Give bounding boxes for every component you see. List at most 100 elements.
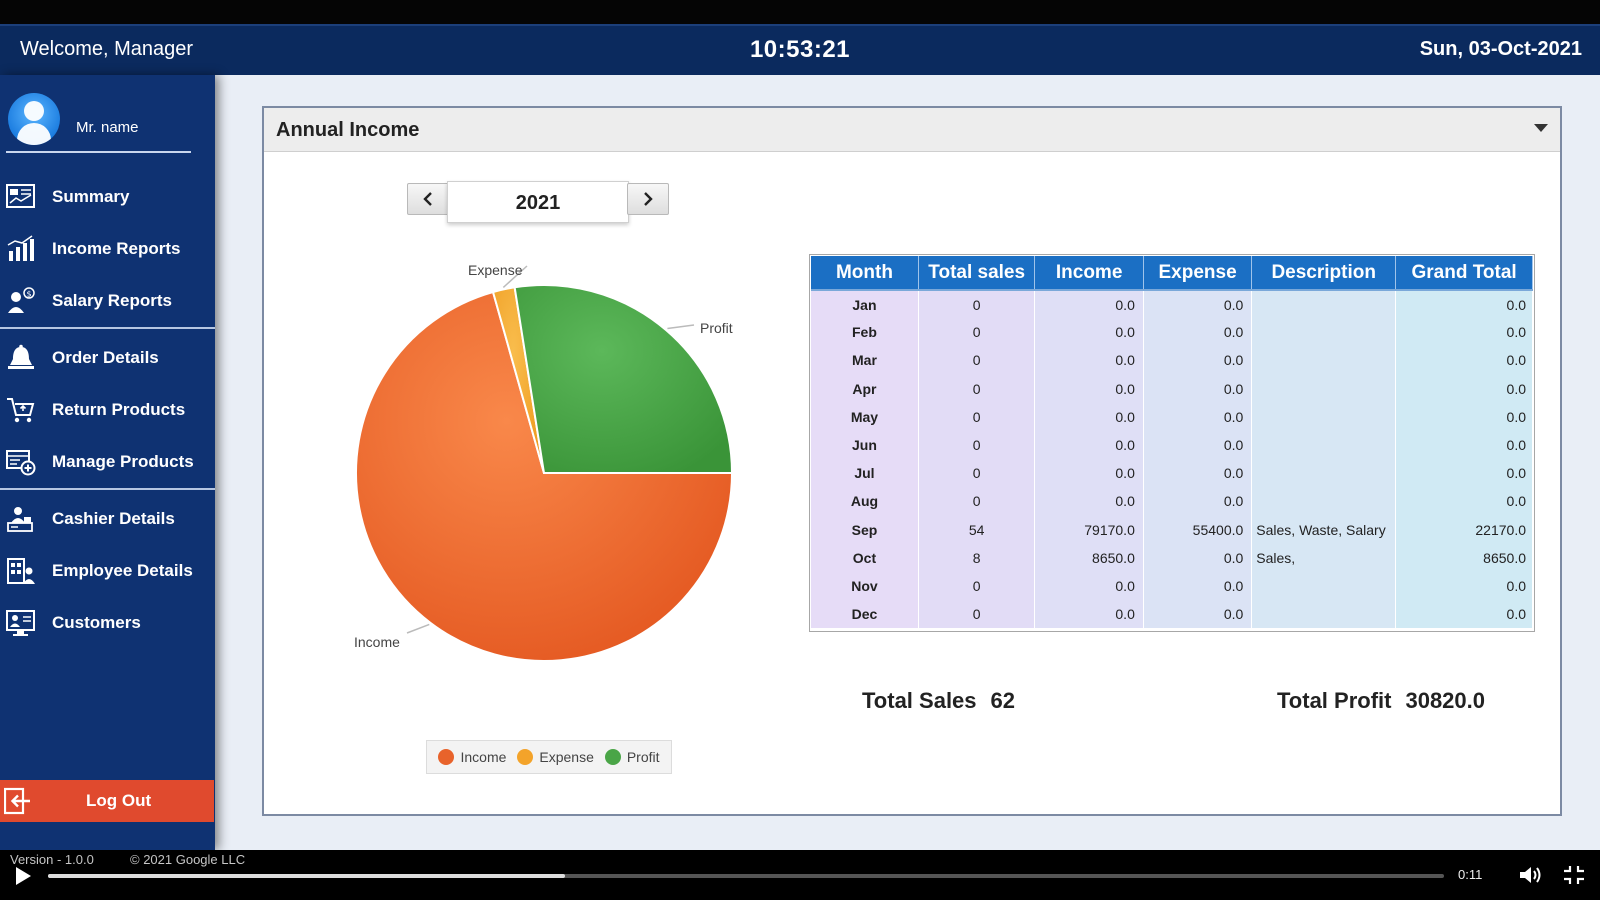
cell-total-sales: 0: [918, 402, 1036, 431]
panel-header[interactable]: Annual Income: [264, 108, 1560, 152]
pie-chart: Expense Profit Income: [324, 228, 764, 788]
sidebar-item-order-details[interactable]: Order Details: [0, 336, 215, 380]
column-header-grand-total[interactable]: Grand Total: [1395, 256, 1533, 291]
total-sales-value: 62: [990, 688, 1016, 713]
collapse-arrow-icon[interactable]: [1534, 124, 1548, 132]
cell-description: [1251, 374, 1397, 403]
total-sales-label: Total Sales: [862, 688, 977, 713]
cell-income: 0.0: [1034, 487, 1144, 516]
table-row[interactable]: Feb 0 0.0 0.0 0.0: [811, 318, 1533, 347]
sidebar-item-label: Cashier Details: [52, 509, 175, 528]
cell-expense: 0.0: [1143, 487, 1253, 516]
cell-income: 0.0: [1034, 430, 1144, 460]
sidebar-item-label: Summary: [52, 187, 130, 206]
cell-description: [1251, 459, 1397, 488]
cell-grand-total: 0.0: [1395, 571, 1533, 601]
cell-description: [1251, 346, 1397, 375]
legend-label: Expense: [539, 749, 594, 765]
cell-income: 0.0: [1034, 600, 1144, 629]
sidebar-item-label: Order Details: [52, 348, 159, 367]
pie-leader-line: [502, 265, 528, 288]
cell-total-sales: 0: [918, 430, 1036, 460]
cell-total-sales: 0: [918, 571, 1036, 601]
logout-button[interactable]: Log Out: [0, 780, 214, 822]
table-row[interactable]: Jul 0 0.0 0.0 0.0: [811, 459, 1533, 488]
sidebar-item-summary[interactable]: Summary: [0, 175, 215, 219]
table-header-row: Month Total sales Income Expense Descrip…: [811, 256, 1533, 291]
table-row[interactable]: May 0 0.0 0.0 0.0: [811, 402, 1533, 431]
legend-label: Income: [460, 749, 507, 765]
cell-description: [1251, 290, 1397, 319]
column-header-expense[interactable]: Expense: [1143, 256, 1253, 291]
pie-label-profit: Profit: [700, 320, 733, 336]
exit-fullscreen-icon[interactable]: [1562, 864, 1586, 886]
sidebar-item-manage-products[interactable]: Manage Products: [0, 440, 215, 484]
sidebar-divider: [0, 327, 215, 329]
total-profit: Total Profit 30820.0: [1277, 688, 1485, 714]
year-value: 2021: [447, 181, 629, 223]
total-profit-value: 30820.0: [1405, 688, 1485, 713]
panel-title: Annual Income: [276, 119, 420, 141]
cell-income: 79170.0: [1034, 515, 1144, 544]
copyright-text: © 2021 Google LLC: [130, 852, 246, 867]
clock: 10:53:21: [749, 36, 851, 63]
cell-description: [1251, 571, 1397, 601]
video-progress-bar[interactable]: [48, 874, 1444, 878]
column-header-month[interactable]: Month: [811, 256, 919, 291]
cell-month: Feb: [811, 318, 919, 347]
table-row[interactable]: Aug 0 0.0 0.0 0.0: [811, 487, 1533, 516]
column-header-total-sales[interactable]: Total sales: [918, 256, 1036, 291]
legend-item-income: Income: [438, 749, 506, 765]
cell-grand-total: 0.0: [1395, 346, 1533, 375]
cell-expense: 0.0: [1143, 571, 1253, 601]
cell-description: [1251, 487, 1397, 516]
sidebar-item-return-products[interactable]: Return Products: [0, 388, 215, 432]
cell-expense: 55400.0: [1143, 515, 1253, 544]
cell-expense: 0.0: [1143, 374, 1253, 403]
table-row[interactable]: Mar 0 0.0 0.0 0.0: [811, 346, 1533, 375]
sidebar-item-income-reports[interactable]: Income Reports: [0, 227, 215, 271]
cell-expense: 0.0: [1143, 346, 1253, 375]
column-header-income[interactable]: Income: [1034, 256, 1144, 291]
table-row[interactable]: Sep 54 79170.0 55400.0 Sales, Waste, Salary 2…: [811, 515, 1533, 544]
next-year-button[interactable]: [627, 183, 669, 215]
pie-label-expense: Expense: [468, 262, 523, 278]
table-row[interactable]: Dec 0 0.0 0.0 0.0: [811, 600, 1533, 629]
sidebar-item-customers[interactable]: Customers: [0, 601, 215, 645]
sidebar-item-label: Income Reports: [52, 239, 181, 258]
income-table: Month Total sales Income Expense Descrip…: [809, 254, 1535, 632]
total-sales: Total Sales 62: [862, 688, 1015, 714]
column-header-description[interactable]: Description: [1251, 256, 1397, 291]
summary-icon: [6, 182, 36, 212]
play-icon[interactable]: [16, 867, 31, 885]
cell-expense: 0.0: [1143, 600, 1253, 629]
cell-month: Nov: [811, 571, 919, 601]
cell-grand-total: 0.0: [1395, 600, 1533, 629]
annual-income-panel: Annual Income 2021: [262, 106, 1562, 816]
sidebar-divider: [0, 488, 215, 490]
sidebar-item-cashier-details[interactable]: Cashier Details: [0, 497, 215, 541]
pie-slice-profit[interactable]: [513, 284, 734, 474]
volume-icon[interactable]: [1518, 864, 1544, 886]
sidebar-item-salary-reports[interactable]: $ Salary Reports: [0, 279, 215, 323]
cell-description: [1251, 430, 1397, 460]
sidebar: Mr. name Summary Income Reports $ Salary…: [0, 75, 215, 850]
table-row[interactable]: Jan 0 0.0 0.0 0.0: [811, 290, 1533, 319]
manage-products-icon: [6, 447, 36, 477]
cell-month: Jun: [811, 430, 919, 460]
table-row[interactable]: Nov 0 0.0 0.0 0.0: [811, 571, 1533, 601]
cell-month: Jul: [811, 459, 919, 488]
sidebar-item-employee-details[interactable]: Employee Details: [0, 549, 215, 593]
cell-total-sales: 0: [918, 346, 1036, 375]
cell-total-sales: 0: [918, 600, 1036, 629]
cell-month: Aug: [811, 487, 919, 516]
top-bar: [0, 0, 1600, 24]
table-row[interactable]: Oct 8 8650.0 0.0 Sales, 8650.0: [811, 543, 1533, 572]
table-row[interactable]: Jun 0 0.0 0.0 0.0: [811, 430, 1533, 460]
pie-slice-income[interactable]: [355, 290, 734, 662]
previous-year-button[interactable]: [407, 183, 449, 215]
cell-income: 0.0: [1034, 402, 1144, 431]
cell-expense: 0.0: [1143, 430, 1253, 460]
table-row[interactable]: Apr 0 0.0 0.0 0.0: [811, 374, 1533, 403]
